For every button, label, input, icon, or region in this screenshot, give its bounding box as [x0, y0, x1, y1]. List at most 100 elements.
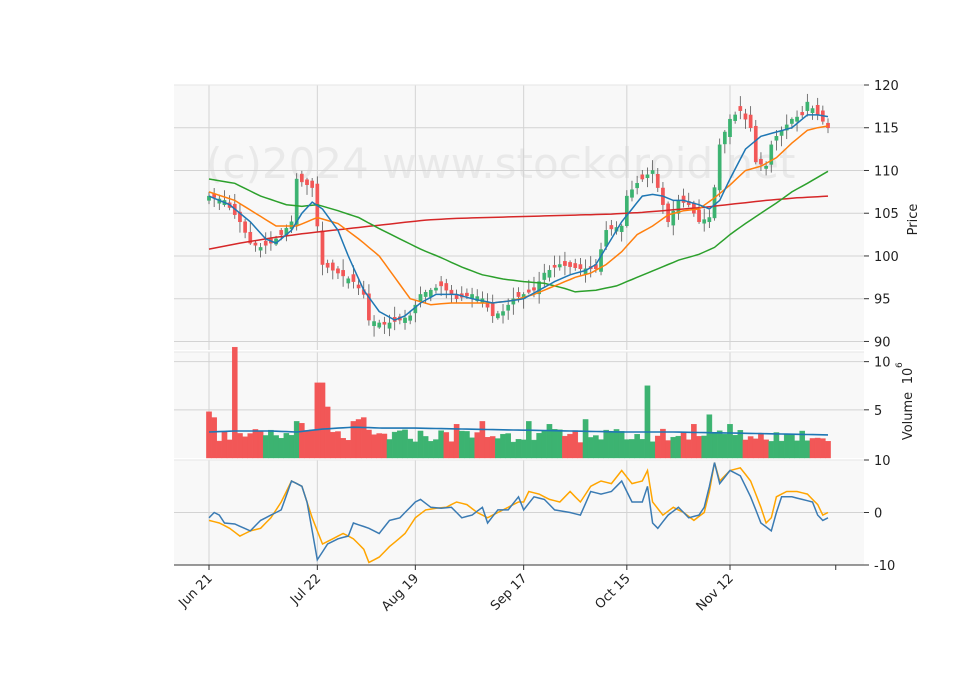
candle-body: [769, 144, 774, 165]
volume-bar: [397, 430, 403, 459]
candle-body: [258, 247, 263, 251]
volume-bar: [613, 429, 620, 459]
candle-body: [320, 230, 325, 265]
candle-body: [418, 294, 423, 302]
candle-body: [325, 262, 330, 268]
candle-body: [805, 101, 810, 111]
volume-bar: [551, 429, 558, 459]
price-tick-label: 120: [874, 79, 899, 94]
volume-bar: [495, 438, 501, 459]
oscillator-main-line: [208, 462, 829, 562]
volume-bar: [381, 433, 388, 459]
volume-bar: [639, 439, 646, 459]
price-tick-label: 90: [874, 335, 891, 350]
volume-bar: [562, 435, 568, 459]
volume-bar: [680, 432, 687, 459]
volume-bar: [685, 439, 692, 459]
candle-body: [310, 180, 315, 188]
ma-slow-line: [208, 170, 829, 293]
candle-body: [738, 106, 743, 111]
volume-bar: [742, 439, 749, 459]
volume-bar: [634, 434, 640, 459]
volume-bar: [273, 435, 279, 459]
candle-body: [403, 317, 407, 323]
candle-body: [753, 125, 758, 163]
volume-bar: [572, 430, 579, 459]
volume-bar: [624, 439, 630, 459]
volume-bar: [340, 438, 346, 459]
chart-watermark: (c)2024 www.stockdroid.net: [206, 139, 795, 188]
candle-body: [434, 287, 438, 291]
candle-body: [377, 322, 382, 328]
volume-bar: [763, 439, 769, 459]
volume-bar: [500, 433, 506, 459]
volume-bar: [660, 428, 666, 459]
candle-body: [351, 274, 356, 282]
volume-bar: [541, 430, 548, 459]
candle-body: [300, 173, 304, 183]
candle-body: [243, 221, 247, 233]
candle-body: [387, 322, 392, 329]
volume-bar: [603, 429, 609, 459]
candle-body: [248, 231, 253, 244]
volume-bar: [706, 414, 713, 459]
candle-body: [635, 183, 639, 189]
volume-bar: [268, 429, 274, 459]
volume-bar: [309, 429, 315, 459]
candle-body: [382, 321, 387, 325]
candle-body: [800, 112, 805, 116]
candle-body: [526, 289, 531, 293]
candle-body: [496, 313, 500, 319]
candle-body: [439, 281, 443, 287]
volume-bar: [696, 436, 702, 459]
volume-bar: [407, 438, 413, 459]
volume-bar: [505, 433, 511, 459]
volume-bar: [593, 435, 599, 459]
volume-bar: [474, 432, 481, 459]
volume-tick-label: 5: [874, 404, 882, 419]
volume-bar-series: [206, 346, 831, 459]
candle-body: [423, 292, 428, 297]
volume-bar: [371, 434, 377, 459]
candle-body: [465, 292, 469, 297]
volume-bar: [526, 421, 532, 459]
candle-body: [702, 219, 707, 224]
volume-bar: [345, 440, 352, 459]
candle-body: [645, 174, 650, 179]
volume-bar: [469, 437, 475, 459]
price-tick-label: 110: [874, 164, 899, 179]
volume-bar: [283, 433, 290, 459]
volume-bar: [675, 435, 682, 459]
volume-bar: [288, 435, 295, 459]
candle-body: [490, 302, 495, 317]
candle-body: [263, 240, 268, 246]
candle-body: [790, 118, 794, 124]
candle-body: [444, 283, 449, 291]
volume-bar: [417, 430, 424, 459]
price-tick-label: 95: [874, 293, 891, 308]
volume-bar: [649, 441, 656, 459]
volume-bar: [330, 431, 336, 459]
volume-bar: [582, 419, 589, 459]
x-tick-label: Aug 19: [379, 571, 422, 614]
volume-bar: [665, 440, 671, 459]
price-panel-background: [174, 85, 864, 350]
candle-body: [552, 264, 557, 268]
candle-body: [774, 136, 779, 141]
candle-body: [279, 230, 284, 235]
price-tick-label: 105: [874, 207, 899, 222]
volume-bar: [758, 432, 764, 459]
volume-bar: [701, 435, 707, 459]
volume-bar: [825, 441, 831, 459]
candle-body: [743, 113, 748, 120]
volume-bar: [778, 440, 785, 459]
candle-body: [717, 144, 722, 191]
volume-bar: [438, 430, 444, 459]
volume-bar: [722, 433, 728, 459]
oscillator-tick-label: 10: [874, 454, 891, 469]
volume-average-line: [208, 426, 829, 436]
volume-bar: [489, 436, 496, 459]
volume-bar: [727, 424, 733, 459]
volume-bar: [783, 434, 790, 459]
candle-body: [697, 209, 701, 223]
